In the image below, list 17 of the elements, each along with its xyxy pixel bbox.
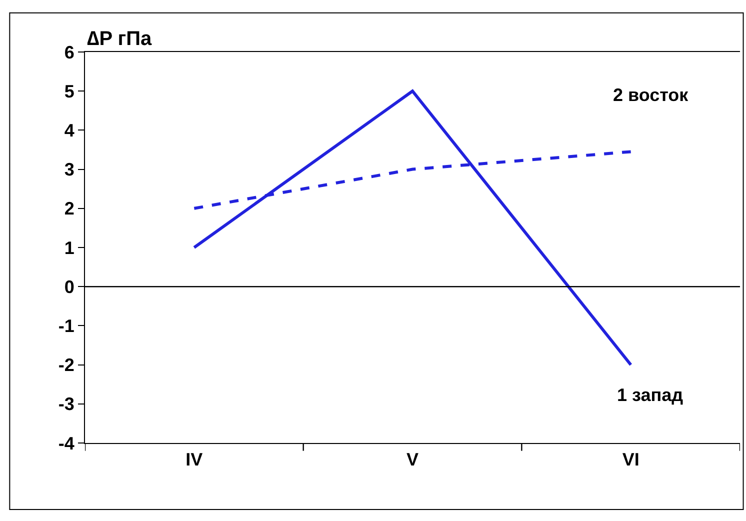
y-axis-title: ∆P гПа bbox=[87, 28, 152, 50]
x-tick-label: IV bbox=[186, 450, 203, 470]
y-tick-label: -4 bbox=[58, 433, 74, 454]
y-tick-label: -2 bbox=[58, 355, 74, 376]
y-tick-label: -1 bbox=[58, 316, 74, 336]
x-tick-label: VI bbox=[622, 450, 640, 470]
y-tick-label: 0 bbox=[64, 276, 74, 297]
y-tick-label: 2 bbox=[64, 198, 74, 219]
text: 2 восток bbox=[613, 85, 690, 105]
series-label: 1 запад bbox=[617, 385, 684, 405]
y-tick-label: 1 bbox=[64, 238, 74, 258]
y-tick-label: 3 bbox=[64, 160, 74, 180]
x-tick-label: V bbox=[406, 450, 419, 470]
y-tick-label: 4 bbox=[64, 120, 74, 140]
y-tick-label: -3 bbox=[58, 394, 74, 414]
y-tick-label: 5 bbox=[64, 81, 74, 102]
y-tick-label: 6 bbox=[64, 42, 74, 62]
